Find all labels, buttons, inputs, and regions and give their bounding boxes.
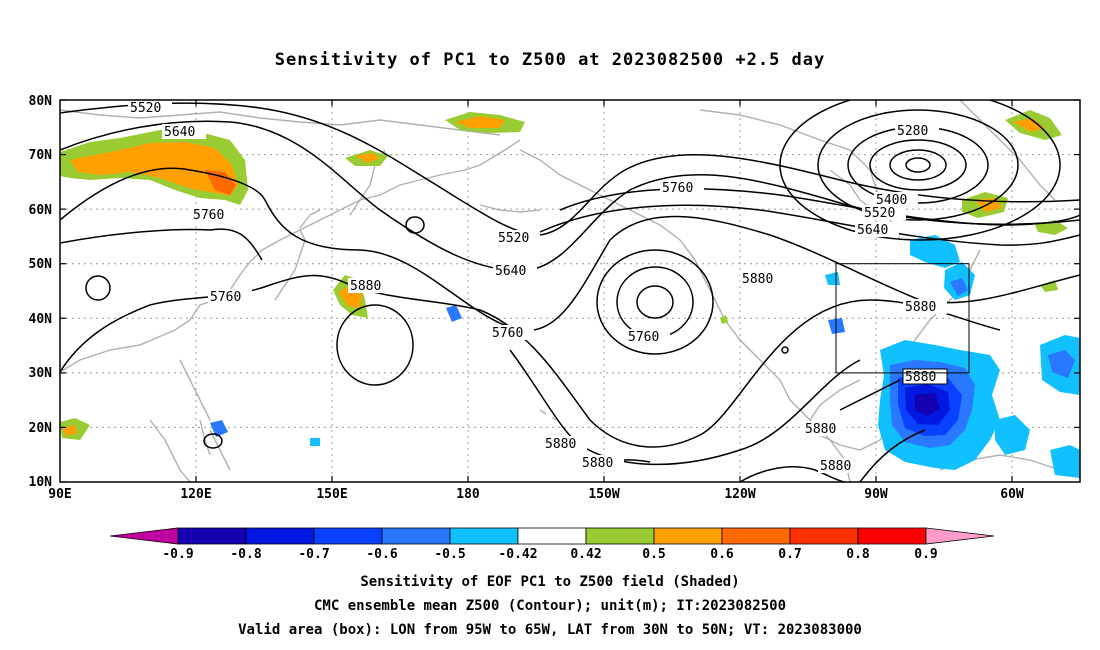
figure-title: Sensitivity of PC1 to Z500 at 2023082500…: [274, 50, 826, 70]
lon-label: 90E: [48, 487, 71, 502]
colorbar-tick-label: -0.9: [162, 547, 193, 562]
valid-area-box: [835, 263, 970, 374]
lon-label: 180: [456, 487, 480, 502]
lon-label: 120E: [180, 487, 211, 502]
map-area: 5520 5640 5760 5880 5280 5400 5520 5640 …: [60, 100, 1080, 482]
lon-label: 150W: [588, 487, 619, 502]
colorbar-swatch: [177, 527, 247, 545]
colorbar-swatch: [381, 527, 451, 545]
contour-label: 5400: [876, 193, 907, 208]
colorbar-max-arrow: [925, 527, 995, 545]
caption-line-1: Sensitivity of EOF PC1 to Z500 field (Sh…: [360, 574, 740, 590]
colorbar-tick-label: -0.5: [434, 547, 465, 562]
lat-label: 60N: [29, 203, 53, 218]
contour-label: 5640: [164, 125, 195, 140]
colorbar-swatch: [721, 527, 791, 545]
contour-label: 5640: [857, 223, 888, 238]
colorbar-swatch: [517, 527, 587, 545]
map-frame: [59, 99, 1081, 483]
contour-label: 5520: [864, 206, 895, 221]
colorbar-tick-label: 0.8: [846, 547, 870, 562]
contour-label: 5880: [905, 370, 936, 385]
longitude-labels: 90E 120E 150E 180 150W 120W 90W 60W: [48, 487, 1024, 502]
lon-label: 150E: [316, 487, 347, 502]
colorbar-tick-label: 0.9: [914, 547, 937, 562]
colorbar-swatch: [789, 527, 859, 545]
contour-labels: 5520 5640 5760 5880 5280 5400 5520 5640 …: [128, 100, 948, 474]
latitude-labels: 80N 70N 60N 50N 40N 30N 20N 10N: [29, 94, 53, 490]
caption-line-2: CMC ensemble mean Z500 (Contour); unit(m…: [313, 598, 786, 614]
contour-label: 5760: [492, 326, 523, 341]
lon-label: 90W: [864, 487, 888, 502]
colorbar-tick-label: 0.7: [778, 547, 801, 562]
contour-label: 5880: [805, 422, 836, 437]
contour-label: 5640: [495, 264, 526, 279]
contour-label: 5280: [897, 124, 928, 139]
lat-label: 10N: [29, 475, 53, 490]
lon-label: 120W: [724, 487, 755, 502]
colorbar-swatch: [313, 527, 383, 545]
colorbar-tick-label: -0.7: [298, 547, 329, 562]
lon-label: 60W: [1000, 487, 1024, 502]
colorbar-swatch: [245, 527, 315, 545]
lat-label: 30N: [29, 366, 53, 381]
contour-label: 5880: [545, 437, 576, 452]
lat-label: 70N: [29, 148, 53, 163]
colorbar-swatch: [449, 527, 519, 545]
contour-label: 5880: [820, 459, 851, 474]
lat-label: 50N: [29, 257, 53, 272]
colorbar-min-arrow: [109, 527, 179, 545]
contour-label: 5880: [582, 456, 613, 471]
lat-label: 40N: [29, 312, 53, 327]
contour-label: 5880: [350, 279, 381, 294]
colorbar-swatch: [653, 527, 723, 545]
colorbar-tick-label: -0.6: [366, 547, 397, 562]
colorbar-tick-label: 0.6: [710, 547, 734, 562]
colorbar-tick-label: 0.5: [642, 547, 665, 562]
contour-label: 5760: [662, 181, 693, 196]
contour-label: 5880: [742, 272, 773, 287]
contour-label: 5760: [210, 290, 241, 305]
negative-sensitivity-shading: [210, 235, 1080, 478]
colorbar-tick-label: 0.42: [570, 547, 601, 562]
colorbar: -0.9 -0.8 -0.7 -0.6 -0.5 -0.42 0.42 0.5 0.6 0.7 0.…: [109, 527, 995, 562]
colorbar-tick-label: -0.8: [230, 547, 261, 562]
colorbar-swatch: [857, 527, 927, 545]
contour-label: 5760: [628, 330, 659, 345]
caption-line-3: Valid area (box): LON from 95W to 65W, L…: [238, 622, 862, 638]
contour-label: 5880: [905, 300, 936, 315]
colorbar-tick-label: -0.42: [498, 547, 537, 562]
lat-label: 20N: [29, 421, 53, 436]
contour-label: 5760: [193, 208, 224, 223]
contour-label: 5520: [130, 101, 161, 116]
contour-label: 5520: [498, 231, 529, 246]
axis-ticks: [60, 99, 1080, 483]
lat-label: 80N: [29, 94, 53, 109]
colorbar-swatch: [585, 527, 655, 545]
